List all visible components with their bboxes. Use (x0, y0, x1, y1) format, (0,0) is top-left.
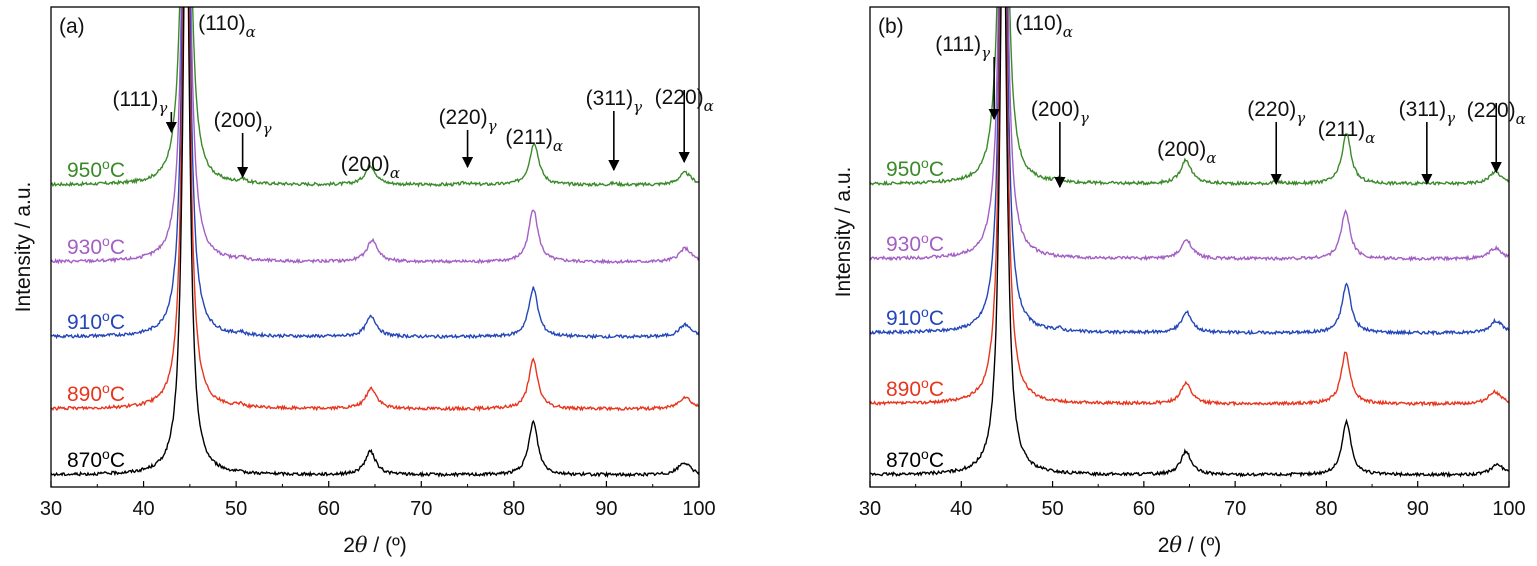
peak-label-220-gamma: (220)γ (439, 106, 497, 135)
x-tick-label: 30 (40, 498, 62, 520)
peak-label-110-alpha: (110)α (198, 12, 256, 41)
x-tick-label: 50 (225, 498, 247, 520)
x-tick-label: 40 (950, 498, 972, 520)
peak-label-220-alpha: (220)α (655, 86, 714, 115)
x-tick-label: 60 (318, 498, 340, 520)
series-line-910 (51, 7, 699, 340)
x-tick-label: 70 (1224, 498, 1246, 520)
peak-label-220-alpha: (220)α (1467, 99, 1526, 128)
plot-frame (869, 6, 1510, 488)
x-tick-label: 100 (1492, 498, 1525, 520)
series-label-930: 930oC (67, 233, 125, 259)
series-line-950 (51, 7, 699, 188)
series-label-910: 910oC (886, 304, 944, 330)
x-tick-label: 50 (1041, 498, 1063, 520)
x-axis-label: 2θ / (º) (1158, 533, 1222, 557)
series-label-890: 890oC (67, 380, 125, 406)
series-line-870 (870, 7, 1509, 478)
series-line-890 (51, 7, 699, 413)
peak-label-111-gamma: (111)γ (112, 88, 167, 117)
plot-frame (50, 6, 700, 488)
chart-panel-b: 950oC 930oC 910oC 890oC 870oC 30 40 50 60 70 80 90 1… (832, 6, 1526, 557)
y-axis-label: Intensity / a.u. (832, 167, 855, 298)
y-axis-label: Intensity / a.u. (12, 182, 35, 313)
peak-label-200-alpha: (200)α (1157, 138, 1216, 167)
series-line-930 (51, 7, 699, 265)
x-tick-label: 90 (595, 498, 617, 520)
panel-label: (b) (878, 15, 904, 38)
peak-label-200-gamma: (200)γ (214, 109, 272, 138)
series-label-870: 870oC (886, 446, 944, 472)
x-tick-label: 80 (1315, 498, 1337, 520)
peak-label-110-alpha: (110)α (1015, 12, 1073, 41)
x-tick-label: 60 (1133, 498, 1155, 520)
peak-label-200-alpha: (200)α (341, 153, 400, 182)
peak-label-211-alpha: (211)α (505, 126, 563, 155)
x-tick-label: 90 (1407, 498, 1429, 520)
series-line-890 (870, 7, 1509, 407)
series-label-950: 950oC (886, 155, 944, 181)
chart-panel-a: 950oC 930oC 910oC 890oC 870oC 30 40 50 60 70 80 90 1… (12, 6, 716, 557)
x-tick-label: 30 (859, 498, 881, 520)
x-tick-label: 100 (682, 498, 715, 520)
x-tick-label: 80 (503, 498, 525, 520)
series-label-910: 910oC (67, 308, 125, 334)
series-line-930 (870, 7, 1509, 263)
x-tick-label: 40 (132, 498, 154, 520)
series-label-950: 950oC (67, 156, 125, 182)
x-tick-label: 70 (410, 498, 432, 520)
peak-label-200-gamma: (200)γ (1031, 98, 1089, 127)
peak-label-220-gamma: (220)γ (1247, 98, 1305, 127)
panel-label: (a) (59, 15, 85, 38)
peak-label-311-gamma: (311)γ (586, 87, 642, 116)
peak-label-211-alpha: (211)α (1318, 118, 1376, 147)
series-label-870: 870oC (67, 446, 125, 472)
peak-label-311-gamma: (311)γ (1399, 98, 1455, 127)
series-line-870 (51, 7, 699, 479)
series-line-950 (870, 7, 1509, 187)
series-line-910 (870, 7, 1509, 337)
peak-label-111-gamma: (111)γ (935, 33, 990, 62)
series-label-890: 890oC (886, 375, 944, 401)
series-label-930: 930oC (886, 230, 944, 256)
x-axis-label: 2θ / (º) (343, 533, 407, 557)
